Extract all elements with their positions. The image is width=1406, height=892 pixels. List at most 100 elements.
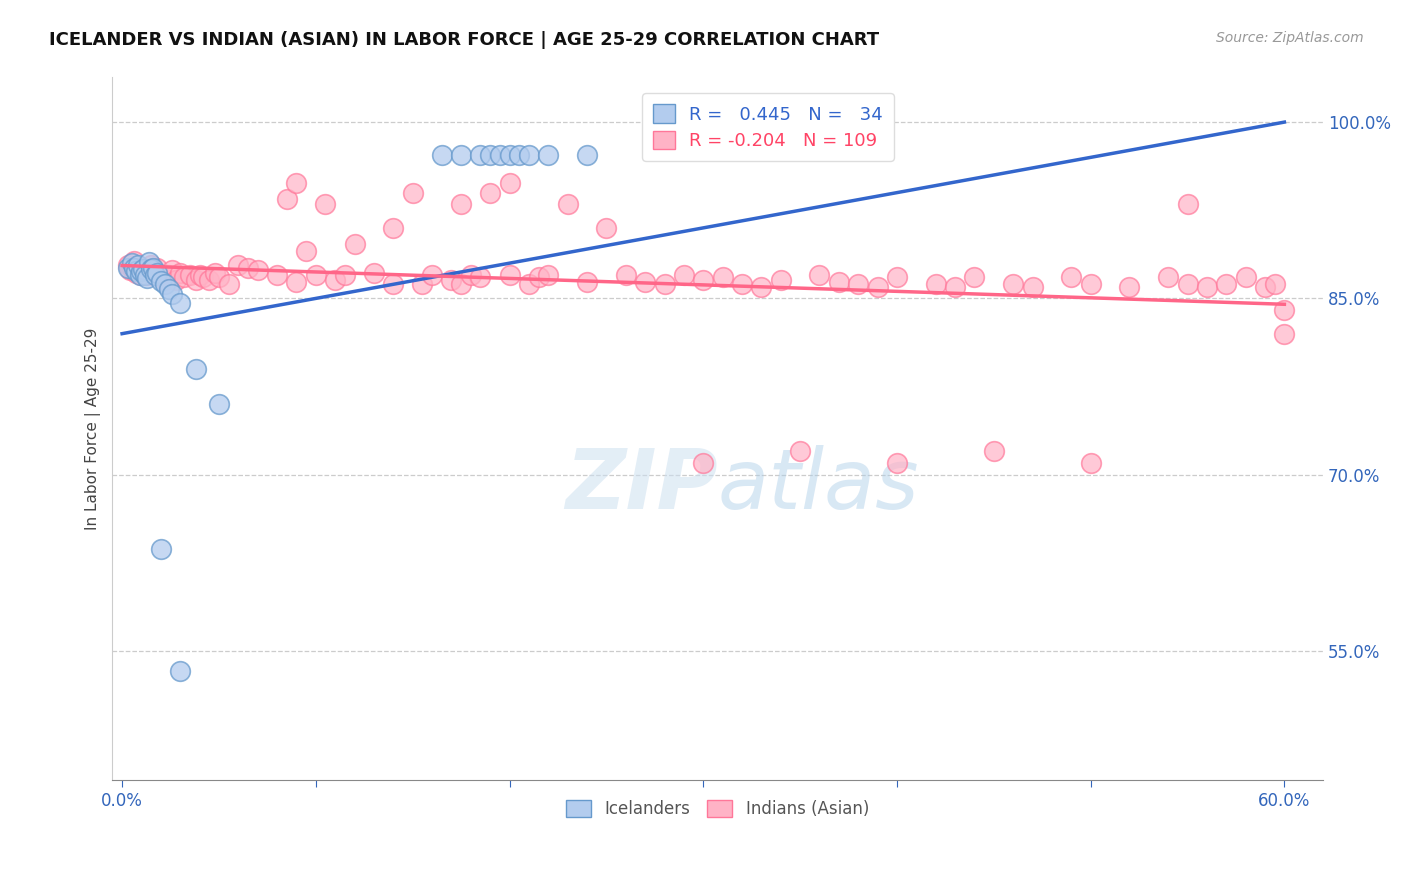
Point	[128, 266, 150, 280]
Point	[769, 272, 792, 286]
Point	[162, 263, 184, 277]
Point	[692, 272, 714, 286]
Point	[121, 260, 143, 275]
Point	[173, 270, 195, 285]
Point	[963, 270, 986, 285]
Point	[1157, 270, 1180, 285]
Point	[711, 270, 734, 285]
Point	[731, 277, 754, 292]
Point	[1274, 326, 1296, 341]
Point	[146, 260, 169, 275]
Point	[141, 259, 163, 273]
Point	[149, 541, 172, 556]
Point	[285, 176, 308, 190]
Point	[498, 176, 520, 190]
Point	[188, 268, 211, 282]
Point	[146, 266, 169, 280]
Point	[124, 264, 146, 278]
Legend: Icelanders, Indians (Asian): Icelanders, Indians (Asian)	[560, 793, 876, 825]
Point	[134, 263, 156, 277]
Point	[672, 268, 695, 282]
Point	[1002, 277, 1025, 292]
Point	[193, 270, 215, 285]
Point	[117, 260, 139, 275]
Point	[846, 277, 869, 292]
Point	[654, 277, 676, 292]
Point	[430, 148, 453, 162]
Point	[143, 268, 166, 282]
Point	[184, 272, 207, 286]
Point	[149, 274, 172, 288]
Point	[124, 266, 146, 280]
Point	[228, 259, 250, 273]
Point	[595, 220, 617, 235]
Point	[138, 255, 160, 269]
Point	[132, 262, 155, 277]
Point	[498, 148, 520, 162]
Point	[517, 277, 540, 292]
Text: atlas: atlas	[718, 444, 920, 525]
Point	[218, 277, 240, 292]
Point	[157, 282, 180, 296]
Point	[127, 260, 149, 275]
Point	[925, 277, 948, 292]
Point	[440, 272, 463, 286]
Text: ZIP: ZIP	[565, 444, 718, 525]
Point	[886, 270, 908, 285]
Point	[343, 237, 366, 252]
Point	[143, 268, 166, 282]
Point	[450, 277, 472, 292]
Text: ICELANDER VS INDIAN (ASIAN) IN LABOR FORCE | AGE 25-29 CORRELATION CHART: ICELANDER VS INDIAN (ASIAN) IN LABOR FOR…	[49, 31, 879, 49]
Point	[1234, 270, 1257, 285]
Point	[382, 277, 405, 292]
Point	[537, 268, 560, 282]
Point	[246, 263, 269, 277]
Point	[169, 664, 191, 678]
Point	[134, 268, 156, 282]
Point	[1274, 303, 1296, 318]
Point	[382, 220, 405, 235]
Point	[1254, 279, 1277, 293]
Point	[479, 148, 502, 162]
Point	[236, 260, 259, 275]
Point	[165, 272, 187, 286]
Point	[489, 148, 512, 162]
Point	[411, 277, 433, 292]
Point	[121, 256, 143, 270]
Point	[614, 268, 637, 282]
Point	[1080, 277, 1102, 292]
Point	[162, 286, 184, 301]
Point	[363, 266, 385, 280]
Point	[479, 186, 502, 200]
Point	[136, 268, 159, 282]
Point	[305, 268, 328, 282]
Point	[751, 279, 773, 293]
Point	[402, 186, 425, 200]
Point	[943, 279, 966, 293]
Point	[450, 148, 472, 162]
Point	[983, 444, 1005, 458]
Point	[460, 268, 482, 282]
Point	[295, 244, 318, 259]
Point	[131, 264, 153, 278]
Point	[208, 397, 231, 411]
Point	[315, 197, 337, 211]
Point	[828, 275, 851, 289]
Point	[141, 262, 163, 277]
Point	[323, 272, 346, 286]
Point	[1264, 277, 1286, 292]
Point	[179, 268, 201, 282]
Y-axis label: In Labor Force | Age 25-29: In Labor Force | Age 25-29	[86, 327, 101, 530]
Point	[1177, 197, 1199, 211]
Point	[420, 268, 443, 282]
Point	[285, 275, 308, 289]
Point	[498, 268, 520, 282]
Point	[118, 263, 141, 277]
Point	[508, 148, 530, 162]
Point	[1021, 279, 1043, 293]
Point	[169, 296, 191, 310]
Point	[557, 197, 579, 211]
Point	[169, 266, 191, 280]
Point	[537, 148, 560, 162]
Point	[333, 268, 356, 282]
